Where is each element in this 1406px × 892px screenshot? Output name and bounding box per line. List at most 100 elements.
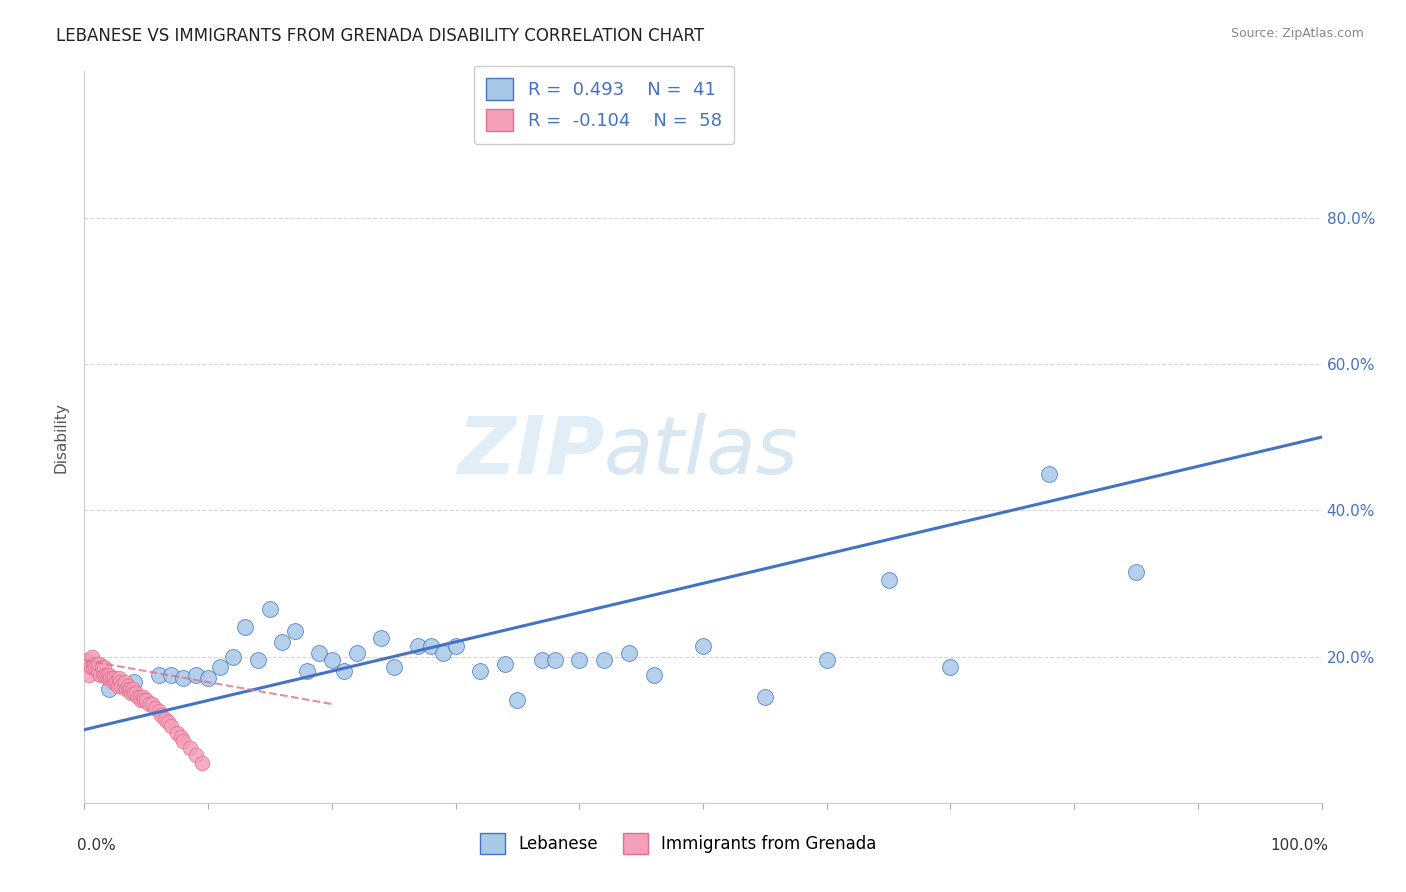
Point bbox=[333, 664, 356, 678]
Point bbox=[531, 653, 554, 667]
Point bbox=[222, 649, 245, 664]
Point bbox=[89, 667, 111, 681]
Point bbox=[754, 690, 776, 704]
Point bbox=[1125, 566, 1147, 580]
Point bbox=[97, 672, 120, 686]
Point bbox=[91, 667, 114, 681]
Point bbox=[432, 646, 454, 660]
Point bbox=[131, 690, 153, 704]
Point bbox=[96, 667, 118, 681]
Point bbox=[209, 660, 232, 674]
Point bbox=[100, 672, 122, 686]
Point bbox=[110, 679, 132, 693]
Point bbox=[112, 679, 135, 693]
Point bbox=[1038, 467, 1060, 481]
Point bbox=[87, 664, 110, 678]
Point bbox=[494, 657, 516, 671]
Point bbox=[593, 653, 616, 667]
Point bbox=[444, 639, 467, 653]
Point bbox=[382, 660, 405, 674]
Point bbox=[79, 667, 101, 681]
Point bbox=[94, 667, 117, 681]
Point bbox=[79, 660, 101, 674]
Point bbox=[101, 675, 124, 690]
Point bbox=[89, 657, 111, 671]
Point bbox=[470, 664, 492, 678]
Point bbox=[153, 712, 176, 726]
Point bbox=[617, 646, 640, 660]
Point bbox=[643, 667, 665, 681]
Text: 0.0%: 0.0% bbox=[77, 838, 117, 854]
Point bbox=[110, 675, 132, 690]
Point bbox=[93, 660, 115, 674]
Text: LEBANESE VS IMMIGRANTS FROM GRENADA DISABILITY CORRELATION CHART: LEBANESE VS IMMIGRANTS FROM GRENADA DISA… bbox=[56, 27, 704, 45]
Legend: Lebanese, Immigrants from Grenada: Lebanese, Immigrants from Grenada bbox=[474, 827, 883, 860]
Point bbox=[125, 686, 148, 700]
Point bbox=[122, 686, 145, 700]
Point bbox=[939, 660, 962, 674]
Point bbox=[86, 657, 108, 671]
Point bbox=[506, 693, 529, 707]
Point bbox=[233, 620, 256, 634]
Point bbox=[98, 667, 121, 681]
Point bbox=[568, 653, 591, 667]
Point bbox=[98, 682, 121, 697]
Point bbox=[692, 639, 714, 653]
Point bbox=[80, 649, 103, 664]
Point bbox=[129, 690, 152, 704]
Point bbox=[419, 639, 441, 653]
Point bbox=[815, 653, 838, 667]
Text: Source: ZipAtlas.com: Source: ZipAtlas.com bbox=[1230, 27, 1364, 40]
Point bbox=[114, 675, 136, 690]
Point bbox=[122, 675, 145, 690]
Point bbox=[118, 682, 141, 697]
Point bbox=[138, 697, 160, 711]
Point bbox=[98, 672, 121, 686]
Point bbox=[172, 672, 194, 686]
Point bbox=[259, 602, 281, 616]
Y-axis label: Disability: Disability bbox=[53, 401, 69, 473]
Point bbox=[160, 667, 183, 681]
Point bbox=[184, 667, 207, 681]
Point bbox=[150, 708, 173, 723]
Point bbox=[321, 653, 343, 667]
Point bbox=[148, 667, 170, 681]
Point bbox=[105, 675, 128, 690]
Point bbox=[543, 653, 565, 667]
Point bbox=[408, 639, 430, 653]
Text: atlas: atlas bbox=[605, 413, 799, 491]
Point bbox=[127, 690, 149, 704]
Point bbox=[170, 730, 193, 744]
Point bbox=[370, 632, 392, 646]
Point bbox=[82, 660, 104, 674]
Point bbox=[246, 653, 269, 667]
Point bbox=[104, 675, 127, 690]
Point bbox=[197, 672, 219, 686]
Point bbox=[76, 653, 98, 667]
Point bbox=[271, 635, 294, 649]
Point bbox=[90, 660, 112, 674]
Point bbox=[121, 682, 143, 697]
Point bbox=[83, 657, 105, 671]
Point bbox=[117, 679, 139, 693]
Point bbox=[148, 705, 170, 719]
Point bbox=[346, 646, 368, 660]
Point bbox=[160, 719, 183, 733]
Point bbox=[129, 693, 152, 707]
Point bbox=[107, 679, 129, 693]
Text: 100.0%: 100.0% bbox=[1271, 838, 1329, 854]
Point bbox=[191, 756, 214, 770]
Point bbox=[172, 733, 194, 747]
Point bbox=[157, 715, 180, 730]
Text: ZIP: ZIP bbox=[457, 413, 605, 491]
Point bbox=[877, 573, 900, 587]
Point bbox=[135, 693, 157, 707]
Point bbox=[84, 660, 107, 674]
Point bbox=[308, 646, 330, 660]
Point bbox=[166, 726, 188, 740]
Point bbox=[132, 693, 155, 707]
Point bbox=[141, 697, 163, 711]
Point bbox=[108, 672, 131, 686]
Point bbox=[295, 664, 318, 678]
Point bbox=[120, 686, 142, 700]
